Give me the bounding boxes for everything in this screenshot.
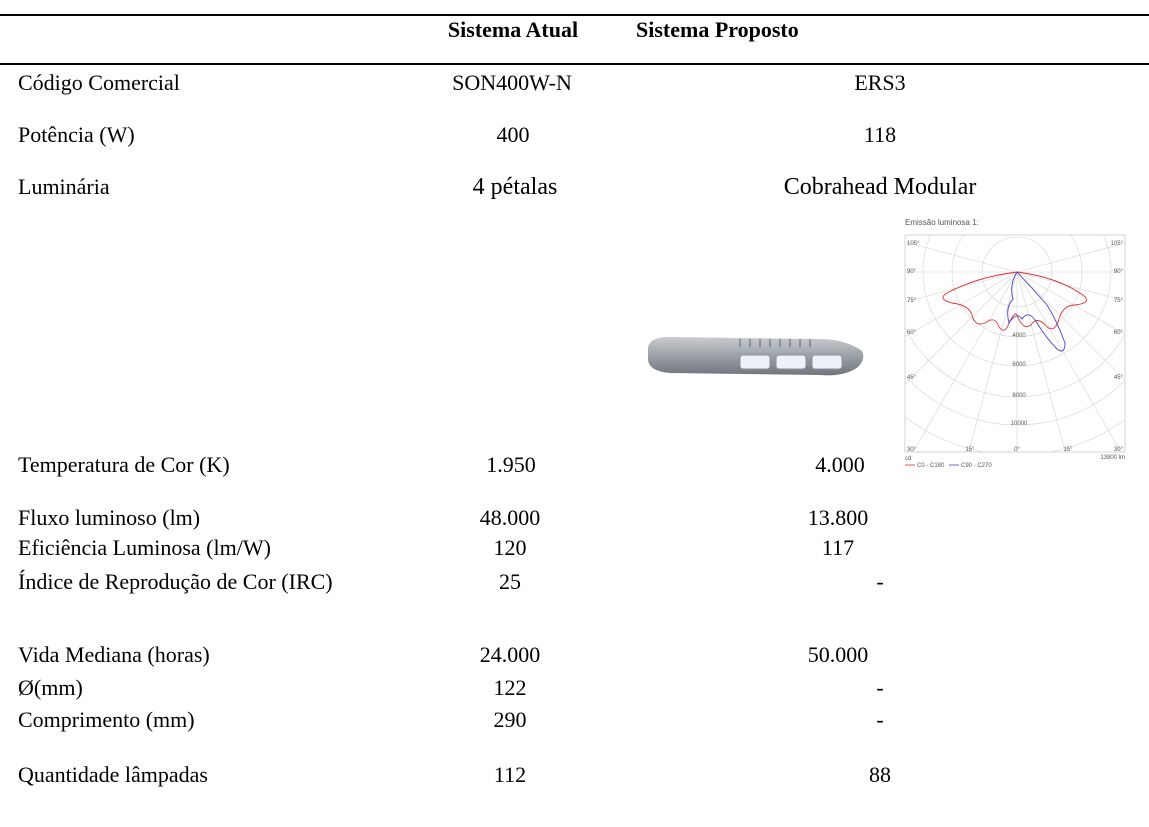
cell: 117 bbox=[822, 535, 854, 561]
cell: - bbox=[876, 675, 883, 701]
radial-label: 4000 bbox=[1012, 333, 1026, 339]
angle-label: 75° bbox=[907, 298, 917, 304]
unit-label: cd bbox=[905, 456, 911, 462]
angle-label: 60° bbox=[1114, 330, 1124, 336]
cell: - bbox=[876, 707, 883, 733]
angle-label: 90° bbox=[907, 269, 917, 275]
cell: 4 pétalas bbox=[473, 174, 558, 200]
cell: SON400W-N bbox=[452, 70, 572, 96]
cell: 13.800 bbox=[808, 505, 869, 531]
angle-label: 15° bbox=[1063, 447, 1073, 453]
cell: ERS3 bbox=[854, 70, 905, 96]
row-label: Comprimento (mm) bbox=[18, 707, 388, 733]
row-label: Quantidade lâmpadas bbox=[18, 762, 388, 788]
cell: - bbox=[876, 569, 883, 595]
row-label: Vida Mediana (horas) bbox=[18, 642, 388, 668]
angle-label: 30° bbox=[1114, 447, 1124, 453]
cell: 400 bbox=[497, 122, 530, 148]
cell: 25 bbox=[499, 569, 521, 595]
cell: 88 bbox=[869, 762, 891, 788]
header-rule bbox=[0, 63, 1149, 65]
angle-label: 45° bbox=[907, 375, 917, 381]
angle-label: 75° bbox=[1114, 298, 1124, 304]
cell: 50.000 bbox=[808, 642, 869, 668]
row-label: Potência (W) bbox=[18, 122, 388, 148]
angle-label: 90° bbox=[1114, 269, 1124, 275]
angle-label: 0° bbox=[1014, 447, 1020, 453]
cell: Cobrahead Modular bbox=[784, 174, 977, 200]
legend-entry: C0 - C180 bbox=[917, 463, 945, 469]
row-label: Índice de Reprodução de Cor (IRC) bbox=[18, 569, 388, 595]
radial-label: 10000 bbox=[1011, 421, 1028, 427]
cell: 122 bbox=[494, 675, 527, 701]
row-label: Ø(mm) bbox=[18, 675, 388, 701]
cell: 4.000 bbox=[815, 452, 865, 478]
angle-label: 30° bbox=[907, 447, 917, 453]
document: Sistema Atual Sistema Proposto Emissão l… bbox=[0, 0, 1149, 827]
cell: 24.000 bbox=[480, 642, 541, 668]
radial-label: 8000 bbox=[1012, 393, 1026, 399]
header-cell: Sistema Proposto bbox=[636, 17, 799, 43]
angle-label: 105° bbox=[907, 241, 920, 247]
legend-entry: C90 - C270 bbox=[961, 463, 992, 469]
cell: 1.950 bbox=[486, 452, 536, 478]
row-label: Código Comercial bbox=[18, 70, 388, 96]
cell: 120 bbox=[494, 535, 527, 561]
flux-label: 13800 lm bbox=[1100, 455, 1125, 461]
row-label: Fluxo luminoso (lm) bbox=[18, 505, 388, 531]
cell: 290 bbox=[494, 707, 527, 733]
angle-label: 105° bbox=[1111, 241, 1124, 247]
angle-label: 60° bbox=[907, 330, 917, 336]
row-label: Temperatura de Cor (K) bbox=[18, 452, 388, 478]
cell: 112 bbox=[494, 762, 526, 788]
diagram-title: Emissão luminosa 1: bbox=[905, 218, 979, 227]
cell: 48.000 bbox=[480, 505, 541, 531]
row-label: Eficiência Luminosa (lm/W) bbox=[18, 535, 388, 561]
cell: 118 bbox=[864, 122, 896, 148]
radial-label: 6000 bbox=[1012, 362, 1026, 368]
top-rule bbox=[0, 14, 1149, 16]
row-label: Luminária bbox=[18, 174, 388, 200]
luminaire-photo bbox=[640, 325, 870, 385]
photometric-diagram: Emissão luminosa 1: 105° 105° 90° 90° 75° 75°… bbox=[897, 215, 1137, 470]
angle-label: 15° bbox=[965, 447, 975, 453]
angle-label: 45° bbox=[1114, 375, 1124, 381]
header-cell: Sistema Atual bbox=[448, 17, 578, 43]
